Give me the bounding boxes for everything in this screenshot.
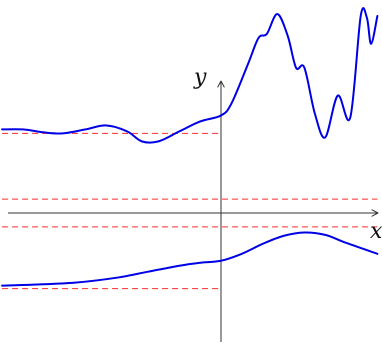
curve-series xyxy=(1,7,379,287)
curve-line-2 xyxy=(1,231,379,287)
y-axis-label: y xyxy=(193,65,207,90)
x-axis-label: x xyxy=(370,219,382,244)
curve-line-1 xyxy=(1,7,379,144)
reference-lines xyxy=(2,132,378,290)
